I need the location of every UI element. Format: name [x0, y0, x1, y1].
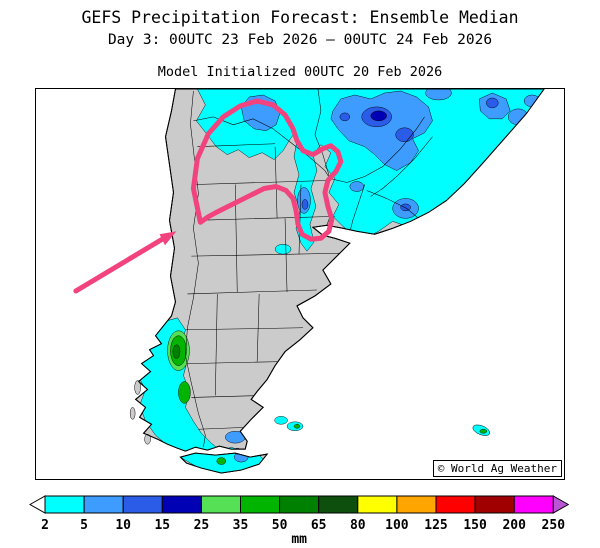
colorbar-tick-label: 25 [194, 518, 210, 533]
colorbar-tick-label: 125 [424, 518, 447, 533]
south-atlantic-island [471, 423, 491, 438]
page-title: GEFS Precipitation Forecast: Ensemble Me… [0, 6, 600, 30]
colorbar-segment [280, 496, 319, 513]
map-canvas [36, 89, 564, 479]
colorbar-tick-label: 250 [542, 518, 566, 533]
valid-period-subtitle: Day 3: 00UTC 23 Feb 2026 — 00UTC 24 Feb … [0, 30, 600, 51]
colorbar-tick-label: 15 [154, 518, 170, 533]
falkland-islands [275, 416, 303, 430]
watermark: © World Ag Weather [433, 460, 562, 477]
colorbar-tick-label: 2 [41, 518, 49, 533]
colorbar-segment [201, 496, 240, 513]
colorbar-segment [319, 496, 358, 513]
colorbar-tick-label: 65 [311, 518, 327, 533]
colorbar-segment [45, 496, 84, 513]
colorbar-tick-label: 10 [115, 518, 131, 533]
colorbar-segment [436, 496, 475, 513]
colorbar-segment [514, 496, 553, 513]
colorbar-segment [358, 496, 397, 513]
colorbar-tick-label: 100 [385, 518, 409, 533]
colorbar-tick-label: 35 [233, 518, 249, 533]
colorbar-unit-label: mm [291, 532, 307, 546]
header: GEFS Precipitation Forecast: Ensemble Me… [0, 6, 600, 82]
colorbar-segment [84, 496, 123, 513]
colorbar-segment [241, 496, 280, 513]
colorbar: 2510152535506580100125150200250mm [20, 492, 580, 546]
colorbar-tick-label: 50 [272, 518, 288, 533]
colorbar-tick-label: 80 [350, 518, 366, 533]
colorbar-tick-label: 200 [502, 518, 526, 533]
colorbar-segment [475, 496, 514, 513]
colorbar-over-arrow [553, 496, 568, 513]
colorbar-tick-label: 5 [80, 518, 88, 533]
annotation-arrow [76, 231, 177, 291]
colorbar-under-arrow [30, 496, 45, 513]
colorbar-segment [162, 496, 201, 513]
colorbar-tick-label: 150 [463, 518, 487, 533]
colorbar-segment [397, 496, 436, 513]
forecast-map: © World Ag Weather [35, 88, 565, 480]
model-init-line: Model Initialized 00UTC 20 Feb 2026 [0, 63, 600, 82]
colorbar-segment [123, 496, 162, 513]
weather-map-page: GEFS Precipitation Forecast: Ensemble Me… [0, 0, 600, 548]
